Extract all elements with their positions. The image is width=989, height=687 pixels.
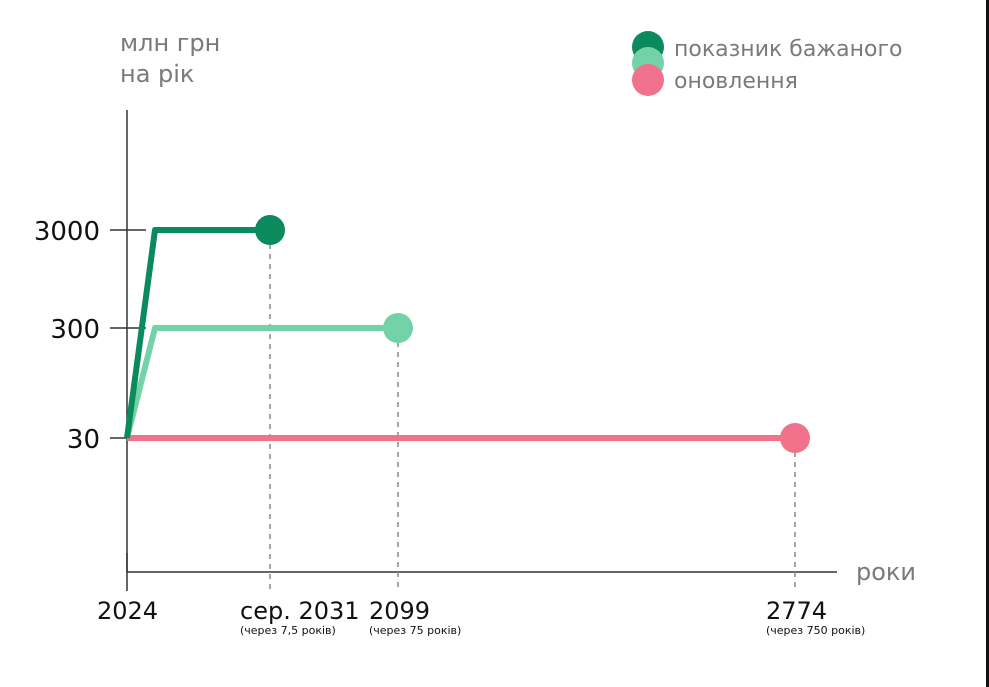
x-tick-sublabel: (через 750 років) <box>766 624 865 637</box>
y-tick-label: 300 <box>50 315 100 345</box>
series-line <box>124 325 398 439</box>
x-tick-label: 2024 <box>97 597 158 625</box>
right-edge-border <box>986 0 989 687</box>
x-axis-label: роки <box>856 558 916 586</box>
x-tick-sublabel: (через 75 років) <box>369 624 461 637</box>
legend-label: показник бажаного <box>674 37 903 62</box>
series-lines <box>124 227 795 441</box>
series-end-point <box>383 313 413 343</box>
y-tick-label: 3000 <box>34 217 100 247</box>
legend-swatch <box>632 64 664 96</box>
y-tick-label: 30 <box>67 425 100 455</box>
x-ticks: 2024 сер. 2031(через 7,5 років)2099(через… <box>97 597 865 637</box>
y-axis-label-line1: млн грн <box>120 29 220 57</box>
legend: показник бажаного оновлення <box>632 31 903 96</box>
y-axis-label-line2: на рік <box>120 60 194 88</box>
x-tick-label: 2099 <box>369 597 430 625</box>
series-end-markers <box>255 215 810 453</box>
legend-label: оновлення <box>674 69 798 94</box>
y-ticks: 3000 300 30 <box>34 217 146 455</box>
x-tick-label: 2774 <box>766 597 827 625</box>
series-end-point <box>255 215 285 245</box>
x-tick-label: сер. 2031 <box>240 597 360 625</box>
x-tick-sublabel: (через 7,5 років) <box>240 624 336 637</box>
series-line <box>124 227 270 439</box>
series-end-point <box>780 423 810 453</box>
guide-lines <box>269 244 796 590</box>
